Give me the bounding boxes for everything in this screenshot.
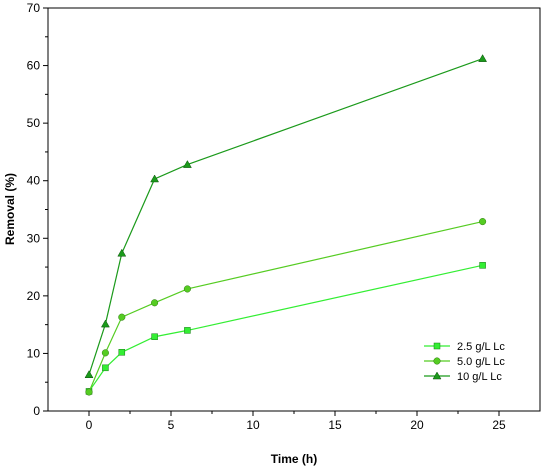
y-tick-label: 50 bbox=[27, 116, 41, 130]
series-line bbox=[88, 58, 483, 375]
y-axis-title: Removal (%) bbox=[3, 173, 17, 245]
legend-item: 5.0 g/L Lc bbox=[424, 356, 505, 368]
legend-marker bbox=[433, 357, 441, 365]
data-point bbox=[101, 349, 109, 357]
x-tick-label: 20 bbox=[410, 418, 424, 432]
y-tick-label: 0 bbox=[33, 404, 40, 418]
y-axis-ticks: 0 10 20 30 40 50 60 70 bbox=[27, 1, 48, 418]
data-point bbox=[84, 370, 94, 378]
series-line bbox=[88, 221, 483, 393]
data-point bbox=[118, 313, 126, 321]
legend-marker bbox=[432, 371, 442, 380]
legend-label: 10 g/L Lc bbox=[457, 371, 502, 383]
legend-label: 2.5 g/L Lc bbox=[457, 341, 505, 353]
y-tick-label: 60 bbox=[27, 59, 41, 73]
data-point bbox=[102, 364, 109, 372]
data-point bbox=[479, 262, 486, 269]
data-point bbox=[151, 333, 158, 340]
data-point bbox=[184, 327, 191, 334]
data-point bbox=[100, 319, 110, 328]
legend: 2.5 g/L Lc 5.0 g/L Lc 10 g/L Lc bbox=[424, 341, 505, 383]
data-point bbox=[150, 174, 160, 183]
data-point bbox=[117, 248, 127, 257]
data-point bbox=[478, 54, 488, 62]
x-tick-label: 25 bbox=[492, 418, 506, 432]
data-point bbox=[183, 285, 191, 293]
y-tick-label: 10 bbox=[27, 346, 41, 360]
x-tick-label: 10 bbox=[246, 418, 260, 432]
series-3 bbox=[84, 54, 488, 378]
legend-marker bbox=[433, 342, 441, 350]
data-point bbox=[151, 299, 159, 307]
legend-item: 2.5 g/L Lc bbox=[424, 341, 505, 353]
data-point bbox=[182, 160, 192, 168]
x-tick-label: 0 bbox=[86, 418, 93, 432]
y-tick-label: 70 bbox=[27, 1, 41, 15]
y-tick-label: 30 bbox=[27, 231, 41, 245]
x-tick-label: 15 bbox=[328, 418, 342, 432]
x-axis-ticks: 0 5 10 15 20 25 bbox=[86, 411, 506, 432]
data-point bbox=[118, 349, 126, 356]
series-line bbox=[88, 264, 483, 392]
legend-item: 10 g/L Lc bbox=[424, 371, 502, 383]
y-tick-label: 40 bbox=[27, 174, 41, 188]
x-tick-label: 5 bbox=[168, 418, 175, 432]
y-tick-label: 20 bbox=[27, 289, 41, 303]
series-2 bbox=[85, 218, 487, 396]
legend-label: 5.0 g/L Lc bbox=[457, 356, 505, 368]
series-1 bbox=[85, 262, 486, 395]
data-point bbox=[479, 218, 487, 226]
data-point bbox=[85, 388, 93, 396]
series-layer bbox=[84, 54, 488, 396]
x-axis-title: Time (h) bbox=[271, 452, 317, 466]
